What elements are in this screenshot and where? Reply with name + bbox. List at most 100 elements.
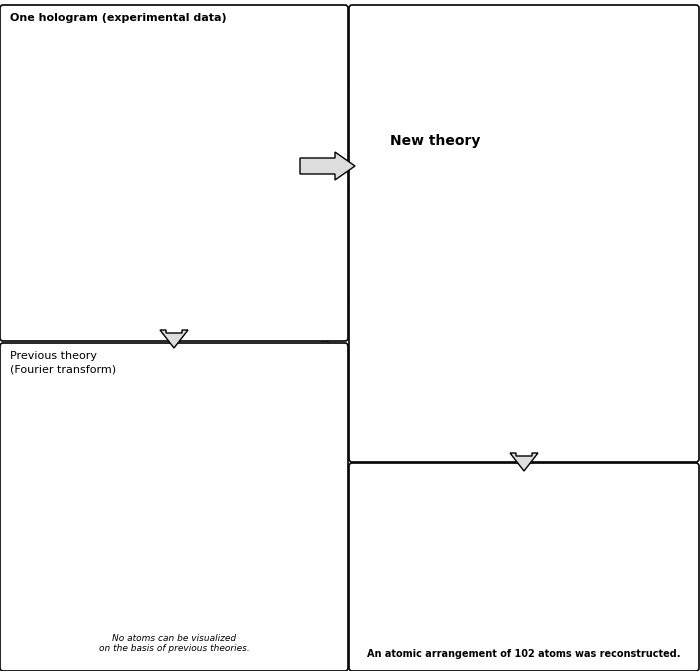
- Circle shape: [542, 566, 559, 581]
- Circle shape: [526, 609, 543, 624]
- Circle shape: [470, 574, 488, 590]
- Circle shape: [484, 529, 491, 535]
- Circle shape: [492, 589, 509, 603]
- Circle shape: [498, 537, 517, 553]
- Circle shape: [565, 525, 584, 541]
- Circle shape: [450, 619, 456, 623]
- Circle shape: [428, 604, 434, 609]
- Circle shape: [528, 612, 534, 617]
- Circle shape: [452, 562, 458, 568]
- FancyArrow shape: [510, 453, 538, 471]
- FancyBboxPatch shape: [349, 5, 699, 462]
- Circle shape: [482, 580, 500, 597]
- Circle shape: [548, 514, 567, 531]
- Circle shape: [554, 572, 571, 588]
- Circle shape: [495, 592, 500, 597]
- Text: z=0.18nm: z=0.18nm: [40, 402, 83, 411]
- Circle shape: [507, 597, 513, 603]
- Circle shape: [545, 569, 551, 574]
- Circle shape: [537, 562, 555, 577]
- Circle shape: [547, 571, 563, 584]
- Circle shape: [500, 596, 505, 601]
- Circle shape: [461, 625, 468, 629]
- Circle shape: [503, 595, 522, 610]
- Circle shape: [531, 614, 547, 627]
- Circle shape: [564, 581, 580, 595]
- Circle shape: [458, 568, 475, 583]
- Circle shape: [590, 542, 596, 548]
- Circle shape: [501, 539, 508, 546]
- X-axis label: x(nm): x(nm): [588, 452, 612, 460]
- Circle shape: [465, 570, 484, 586]
- Circle shape: [570, 529, 588, 544]
- Circle shape: [582, 535, 601, 551]
- Circle shape: [425, 601, 442, 616]
- Circle shape: [535, 560, 542, 566]
- FancyBboxPatch shape: [349, 463, 699, 671]
- Circle shape: [507, 544, 513, 550]
- Circle shape: [567, 584, 573, 588]
- FancyArrow shape: [160, 330, 188, 348]
- FancyBboxPatch shape: [0, 343, 348, 671]
- Circle shape: [526, 556, 543, 570]
- Circle shape: [420, 597, 438, 612]
- Circle shape: [468, 572, 475, 578]
- Circle shape: [464, 627, 480, 640]
- Circle shape: [533, 617, 539, 621]
- Circle shape: [518, 550, 525, 556]
- Circle shape: [562, 579, 568, 584]
- Circle shape: [442, 612, 458, 626]
- Circle shape: [498, 594, 513, 607]
- Circle shape: [615, 502, 634, 518]
- Circle shape: [473, 577, 480, 582]
- Text: Previous theory: Previous theory: [10, 351, 97, 361]
- Circle shape: [484, 586, 489, 590]
- Circle shape: [456, 566, 463, 572]
- Circle shape: [414, 592, 433, 609]
- Circle shape: [461, 571, 468, 576]
- Text: One hologram (experimental data): One hologram (experimental data): [10, 13, 227, 23]
- Circle shape: [517, 607, 522, 611]
- X-axis label: Angle: Angle: [150, 320, 179, 330]
- Text: No atoms can be visualized
on the basis of previous theories.: No atoms can be visualized on the basis …: [99, 633, 249, 653]
- Circle shape: [440, 610, 446, 615]
- Text: z=0.54nm: z=0.54nm: [59, 551, 102, 560]
- Circle shape: [550, 574, 556, 578]
- FancyArrow shape: [300, 152, 355, 180]
- Circle shape: [548, 568, 567, 584]
- Circle shape: [486, 584, 505, 600]
- Circle shape: [484, 582, 491, 588]
- Circle shape: [418, 595, 424, 601]
- Circle shape: [467, 629, 472, 633]
- Circle shape: [559, 577, 575, 591]
- Circle shape: [528, 559, 534, 564]
- Circle shape: [514, 547, 534, 564]
- Circle shape: [444, 614, 451, 619]
- Circle shape: [568, 527, 575, 533]
- Circle shape: [509, 599, 526, 614]
- Y-axis label: y(nm): y(nm): [322, 127, 331, 152]
- Circle shape: [556, 575, 563, 580]
- Circle shape: [619, 505, 625, 511]
- Circle shape: [453, 564, 471, 579]
- Text: z=0.72nm: z=0.72nm: [525, 275, 568, 284]
- Text: z=0.36nm: z=0.36nm: [191, 402, 235, 411]
- Text: z=0.54nm: z=0.54nm: [363, 275, 405, 284]
- FancyBboxPatch shape: [0, 5, 348, 341]
- Y-axis label: y(nm): y(nm): [20, 590, 29, 616]
- Circle shape: [437, 607, 454, 623]
- Circle shape: [540, 564, 546, 570]
- Text: z=0.18nm: z=0.18nm: [363, 64, 405, 72]
- Circle shape: [531, 558, 551, 574]
- Circle shape: [592, 544, 609, 558]
- Circle shape: [573, 532, 580, 537]
- Circle shape: [430, 606, 446, 619]
- Circle shape: [595, 546, 601, 552]
- Circle shape: [587, 539, 605, 555]
- Circle shape: [423, 599, 429, 605]
- Circle shape: [478, 581, 484, 586]
- Text: z=0.72nm: z=0.72nm: [210, 551, 253, 560]
- X-axis label: x(nm): x(nm): [426, 452, 450, 460]
- Circle shape: [433, 609, 439, 613]
- Circle shape: [503, 541, 522, 557]
